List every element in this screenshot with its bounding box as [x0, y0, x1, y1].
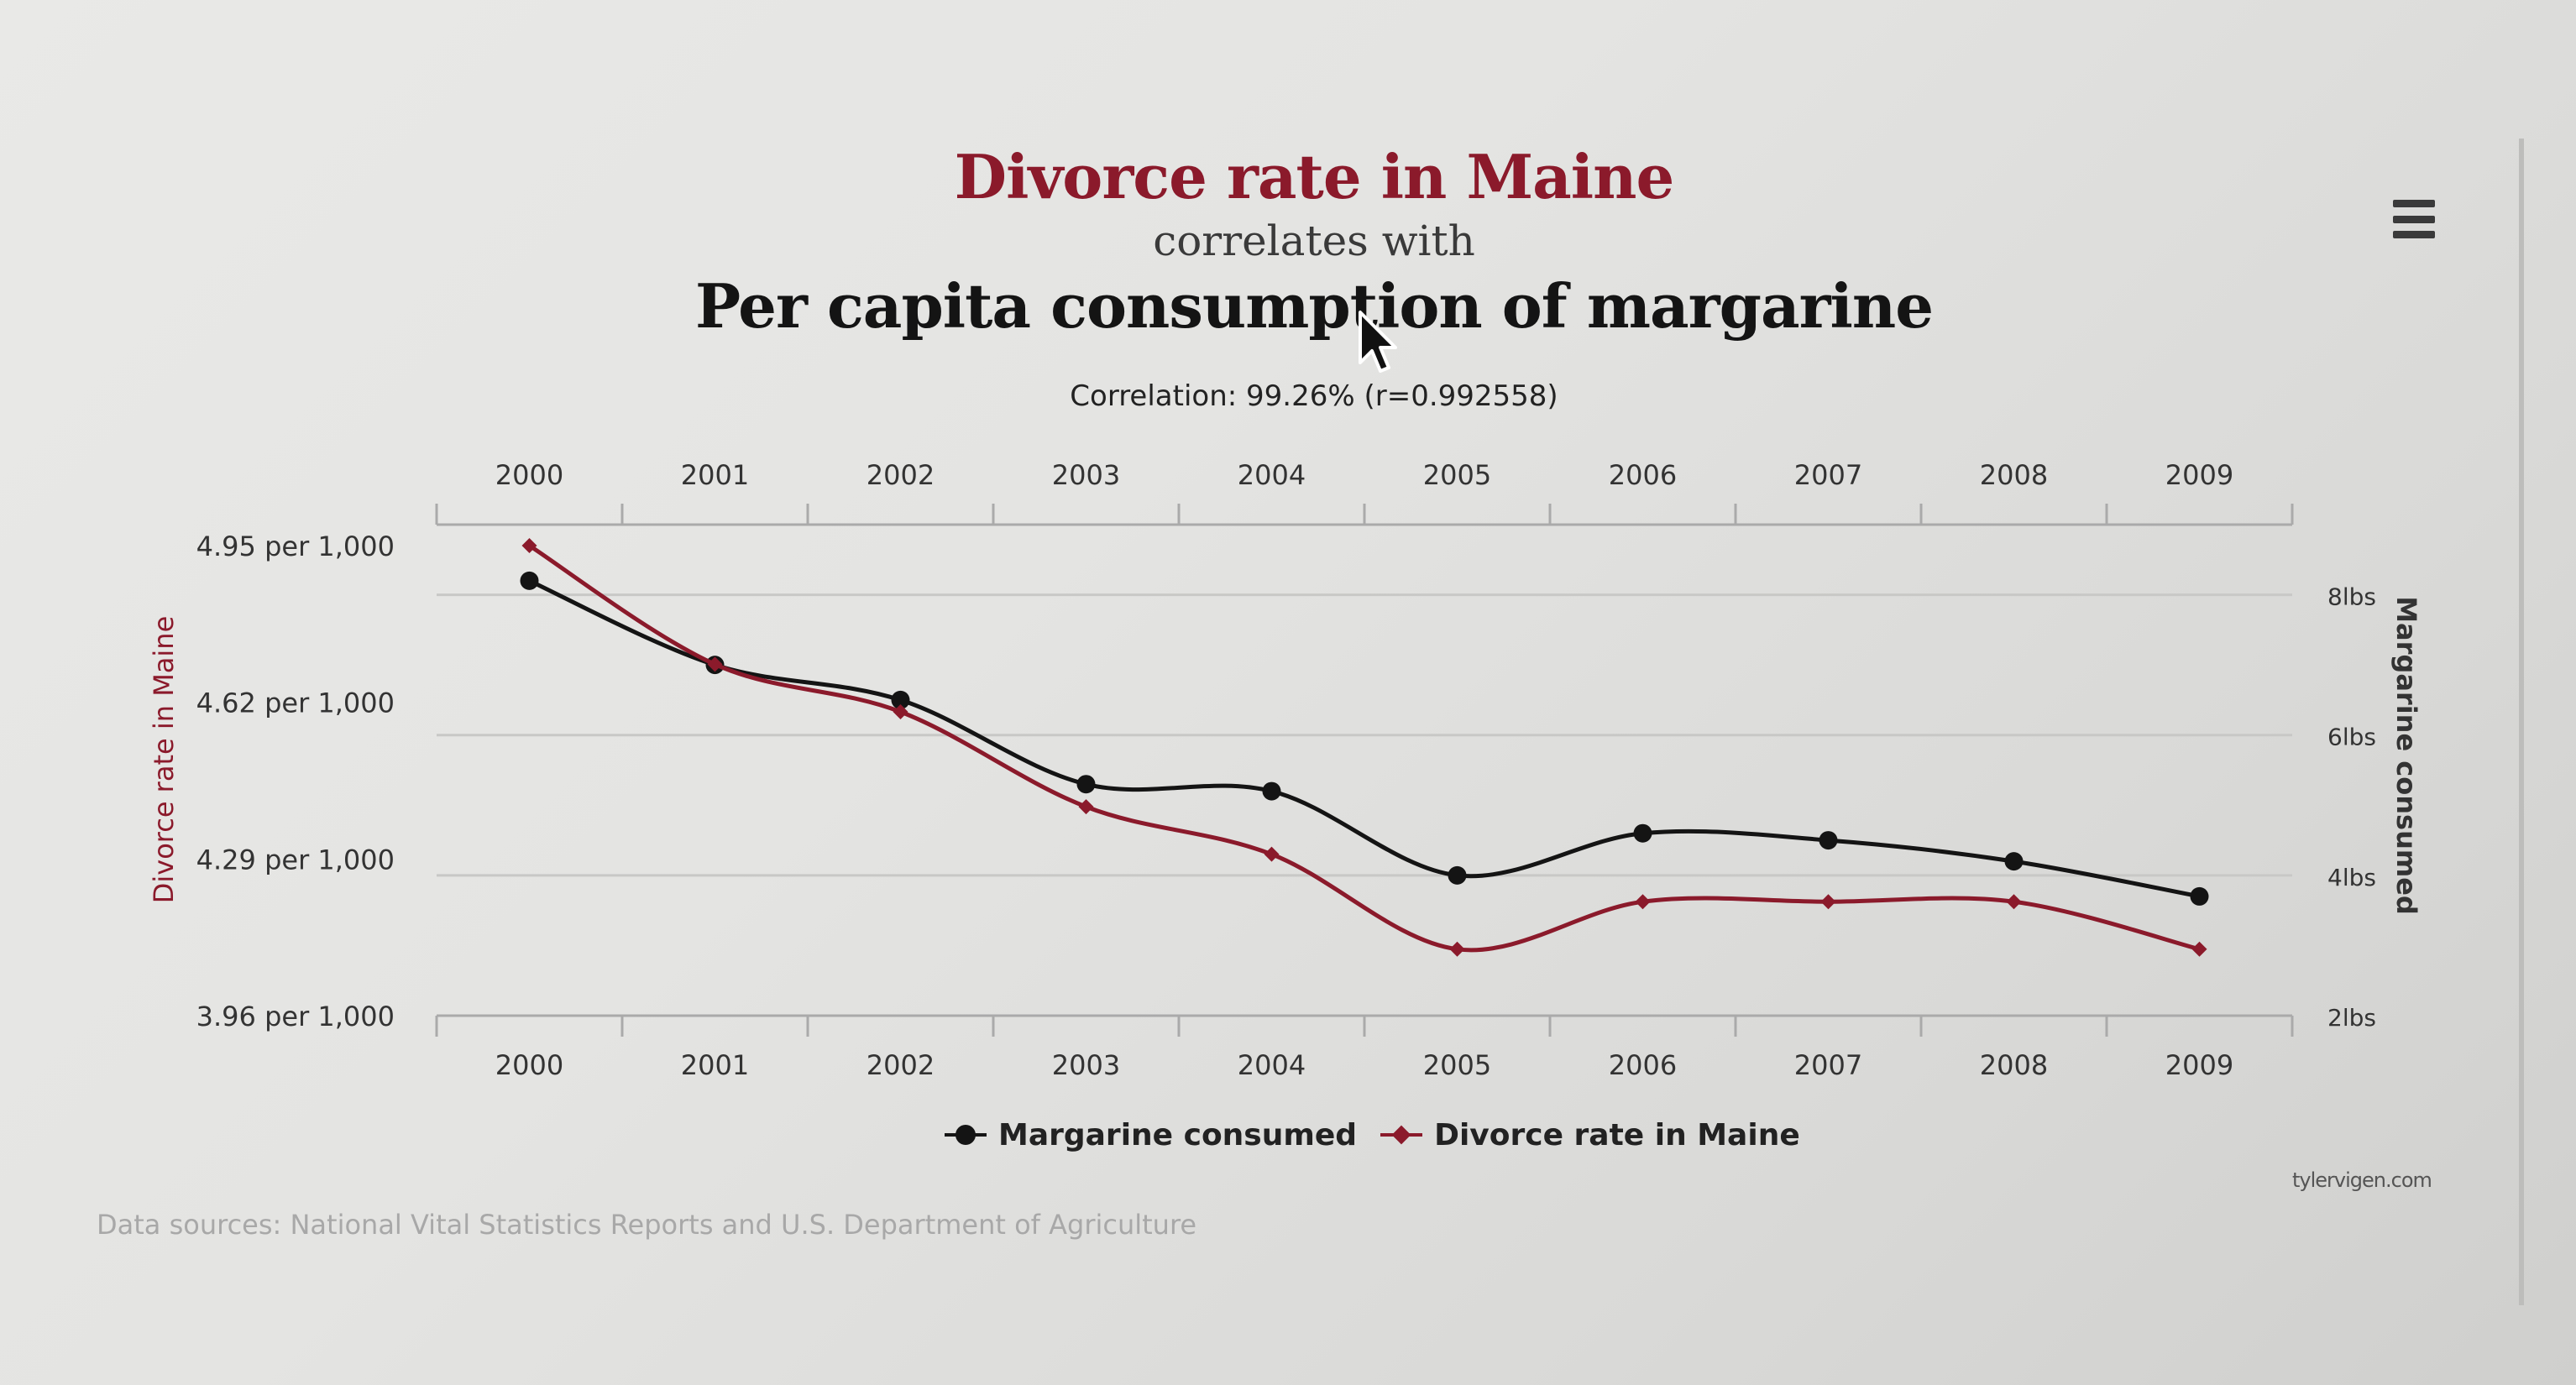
data-point-divorce	[1820, 894, 1836, 910]
legend-marker-margarine	[945, 1122, 987, 1147]
legend-item-divorce[interactable]: Divorce rate in Maine	[1380, 1118, 1800, 1152]
bottom-x-tick-label: 2009	[2165, 1049, 2233, 1081]
data-sources: Data sources: National Vital Statistics …	[97, 1209, 1197, 1241]
legend-item-margarine[interactable]: Margarine consumed	[945, 1118, 1357, 1152]
data-point-margarine	[1262, 781, 1281, 801]
bottom-x-tick-label: 2000	[495, 1049, 563, 1081]
series-lines	[520, 538, 2209, 957]
top-x-tick-label: 2009	[2165, 459, 2233, 491]
legend-label-divorce: Divorce rate in Maine	[1434, 1117, 1800, 1152]
data-point-divorce	[893, 703, 908, 719]
menu-bar-top	[2393, 200, 2435, 207]
bottom-x-tick-label: 2005	[1423, 1049, 1491, 1081]
data-point-margarine	[1633, 823, 1652, 843]
data-point-margarine	[1076, 775, 1096, 794]
data-point-divorce	[1635, 894, 1651, 910]
top-x-tick-label: 2007	[1794, 459, 1862, 491]
top-x-tick-label: 2006	[1609, 459, 1677, 491]
chart-title: Divorce rate in Maine	[954, 141, 1675, 212]
correlation-label: Correlation: 99.26% (r=0.992558)	[1070, 379, 1558, 413]
mouse-cursor-icon	[1359, 311, 1397, 373]
data-point-divorce	[707, 656, 723, 672]
data-point-margarine	[891, 690, 910, 709]
top-x-tick-label: 2008	[1980, 459, 2048, 491]
bottom-x-tick-label: 2008	[1980, 1049, 2048, 1081]
left-tick-label: 3.96 per 1,000	[196, 1001, 395, 1032]
right-tick-label: 4lbs	[2327, 864, 2376, 891]
chart-subtitle: correlates with	[1153, 217, 1475, 265]
data-point-divorce	[1078, 799, 1094, 815]
data-point-margarine	[1819, 831, 1838, 850]
right-tick-label: 2lbs	[2327, 1004, 2376, 1032]
right-tick-label: 6lbs	[2327, 724, 2376, 751]
data-point-divorce	[521, 538, 537, 553]
top-x-tick-label: 2001	[681, 459, 749, 491]
data-point-margarine	[520, 571, 539, 590]
bottom-x-tick-label: 2002	[867, 1049, 935, 1081]
data-point-divorce	[2191, 941, 2207, 957]
scrollbar[interactable]	[2519, 138, 2524, 1305]
bottom-x-tick-label: 2006	[1609, 1049, 1677, 1081]
legend-marker-divorce	[1380, 1122, 1423, 1147]
series-line-divorce	[528, 543, 2201, 953]
top-x-tick-label: 2004	[1238, 459, 1306, 491]
top-x-tick-label: 2002	[867, 459, 935, 491]
axis-labels: 8lbs 6lbs 4lbs 2lbs 2000 2000 2001 2001 2002 2002…	[148, 459, 2422, 1081]
left-tick-label: 4.95 per 1,000	[196, 530, 395, 562]
axes	[435, 504, 2294, 1037]
data-point-margarine	[2190, 886, 2209, 906]
data-point-margarine	[2004, 852, 2024, 871]
left-tick-label: 4.29 per 1,000	[196, 844, 395, 875]
chart-second-title: Per capita consumption of margarine	[694, 270, 1934, 342]
bottom-x-tick-label: 2004	[1238, 1049, 1306, 1081]
legend-label-margarine: Margarine consumed	[998, 1117, 1358, 1152]
data-point-margarine	[1448, 865, 1467, 885]
bottom-x-tick-label: 2001	[681, 1049, 749, 1081]
bottom-x-tick-label: 2007	[1794, 1049, 1862, 1081]
right-tick-label: 8lbs	[2327, 583, 2376, 611]
credit-link[interactable]: tylervigen.com	[2292, 1168, 2432, 1192]
top-x-tick-label: 2000	[495, 459, 563, 491]
menu-bar-middle	[2393, 215, 2435, 223]
data-point-divorce	[1264, 846, 1280, 862]
left-axis-title: Divorce rate in Maine	[148, 616, 180, 904]
menu-bar-bottom	[2393, 231, 2435, 238]
top-x-tick-label: 2003	[1052, 459, 1120, 491]
series-line-margarine	[528, 578, 2200, 899]
bottom-x-tick-label: 2003	[1052, 1049, 1120, 1081]
legend: Margarine consumed Divorce rate in Maine	[945, 1115, 1800, 1155]
left-tick-label: 4.62 per 1,000	[196, 687, 395, 719]
data-point-divorce	[1449, 941, 1465, 957]
data-point-divorce	[2006, 894, 2022, 910]
top-x-tick-label: 2005	[1423, 459, 1491, 491]
hamburger-menu-icon[interactable]	[2393, 200, 2435, 238]
right-axis-title: Margarine consumed	[2390, 596, 2422, 915]
